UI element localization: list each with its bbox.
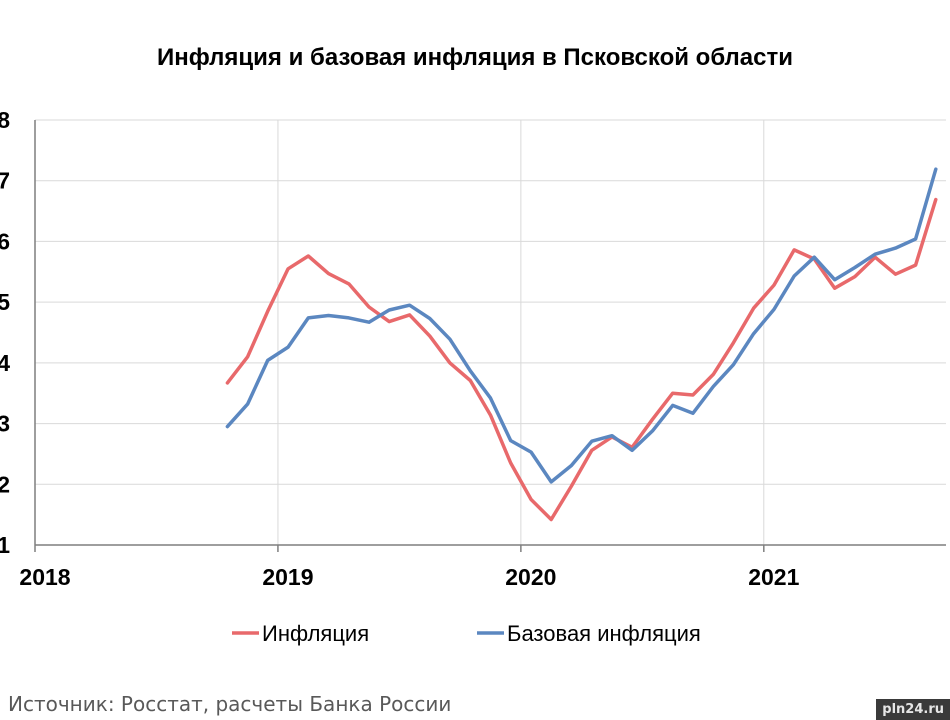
y-tick-label: 7 xyxy=(0,168,10,194)
y-tick-label: 1 xyxy=(0,532,10,558)
series-line-2 xyxy=(225,167,938,484)
legend-label-1: Инфляция xyxy=(262,621,369,646)
source-note: Источник: Росстат, расчеты Банка России xyxy=(8,692,452,716)
y-tick-label: 6 xyxy=(0,228,10,254)
x-tick-label: 2019 xyxy=(262,564,313,590)
legend: Инфляция Базовая инфляция xyxy=(232,621,701,646)
series-lines xyxy=(225,167,938,522)
x-tick-label: 2018 xyxy=(19,564,70,590)
series-line-1 xyxy=(225,197,938,522)
y-tick-label: 8 xyxy=(0,107,10,133)
x-tick-label: 2021 xyxy=(748,564,799,590)
grid-lines xyxy=(35,119,946,545)
y-tick-label: 4 xyxy=(0,350,10,376)
y-tick-label: 3 xyxy=(0,411,10,437)
y-tick-label: 5 xyxy=(0,289,10,315)
axes xyxy=(34,120,946,552)
tick-labels: 1 2 3 4 5 6 7 8 2018 2019 2020 2021 xyxy=(0,107,800,590)
watermark: pln24.ru xyxy=(876,699,950,720)
x-tick-label: 2020 xyxy=(505,564,556,590)
chart-title: Инфляция и базовая инфляция в Псковской … xyxy=(157,44,793,71)
legend-label-2: Базовая инфляция xyxy=(507,621,701,646)
y-tick-label: 2 xyxy=(0,471,10,497)
